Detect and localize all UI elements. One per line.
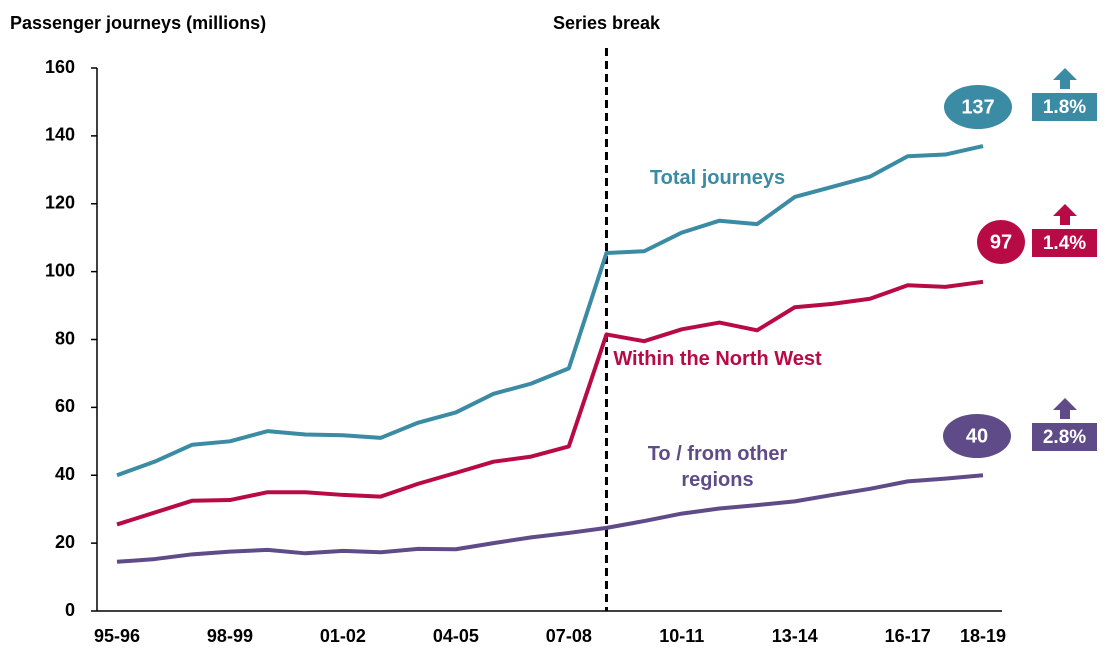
y-tick-label: 120 bbox=[45, 193, 75, 213]
end-value-label: 40 bbox=[966, 425, 988, 447]
change-arrow bbox=[1053, 398, 1077, 419]
series-label: Total journeys bbox=[649, 167, 786, 189]
change-label: 2.8% bbox=[1043, 427, 1086, 448]
series-label: Within the North West bbox=[613, 348, 822, 370]
change-badge bbox=[1032, 229, 1097, 257]
line bbox=[116, 144, 984, 478]
end-bubble bbox=[977, 220, 1025, 264]
change-arrow bbox=[1053, 204, 1077, 225]
change-label: 1.8% bbox=[1043, 97, 1086, 118]
x-tick-label: 18-19 bbox=[960, 626, 1006, 646]
y-tick-label: 40 bbox=[55, 464, 75, 484]
x-tick-label: 04-05 bbox=[433, 626, 479, 646]
end-value-label: 97 bbox=[990, 231, 1012, 253]
y-tick-label: 0 bbox=[65, 600, 75, 620]
change-badge bbox=[1032, 423, 1097, 451]
series-break-label: Series break bbox=[553, 13, 661, 33]
series-label: To / from other regions bbox=[647, 443, 788, 491]
y-axis-label: Passenger journeys (millions) bbox=[10, 13, 266, 33]
line bbox=[116, 279, 984, 527]
end-value-label: 137 bbox=[961, 96, 994, 118]
x-tick-label: 07-08 bbox=[546, 626, 592, 646]
y-tick-label: 160 bbox=[45, 57, 75, 77]
change-arrow bbox=[1053, 68, 1077, 89]
y-tick-label: 100 bbox=[45, 260, 75, 280]
end-bubble bbox=[944, 85, 1012, 129]
x-tick-label: 10-11 bbox=[659, 626, 704, 646]
x-tick-label: 16-17 bbox=[885, 626, 931, 646]
change-badge bbox=[1032, 93, 1097, 121]
line bbox=[116, 473, 984, 564]
change-label: 1.4% bbox=[1043, 233, 1086, 254]
end-bubble bbox=[943, 414, 1011, 458]
y-tick-label: 20 bbox=[55, 532, 75, 552]
x-tick-label: 95-96 bbox=[94, 626, 140, 646]
y-tick-label: 60 bbox=[55, 396, 75, 416]
x-tick-label: 13-14 bbox=[772, 626, 818, 646]
x-tick-label: 98-99 bbox=[207, 626, 253, 646]
y-tick-label: 140 bbox=[45, 125, 75, 145]
y-tick-label: 80 bbox=[55, 328, 75, 348]
x-tick-label: 01-02 bbox=[320, 626, 366, 646]
